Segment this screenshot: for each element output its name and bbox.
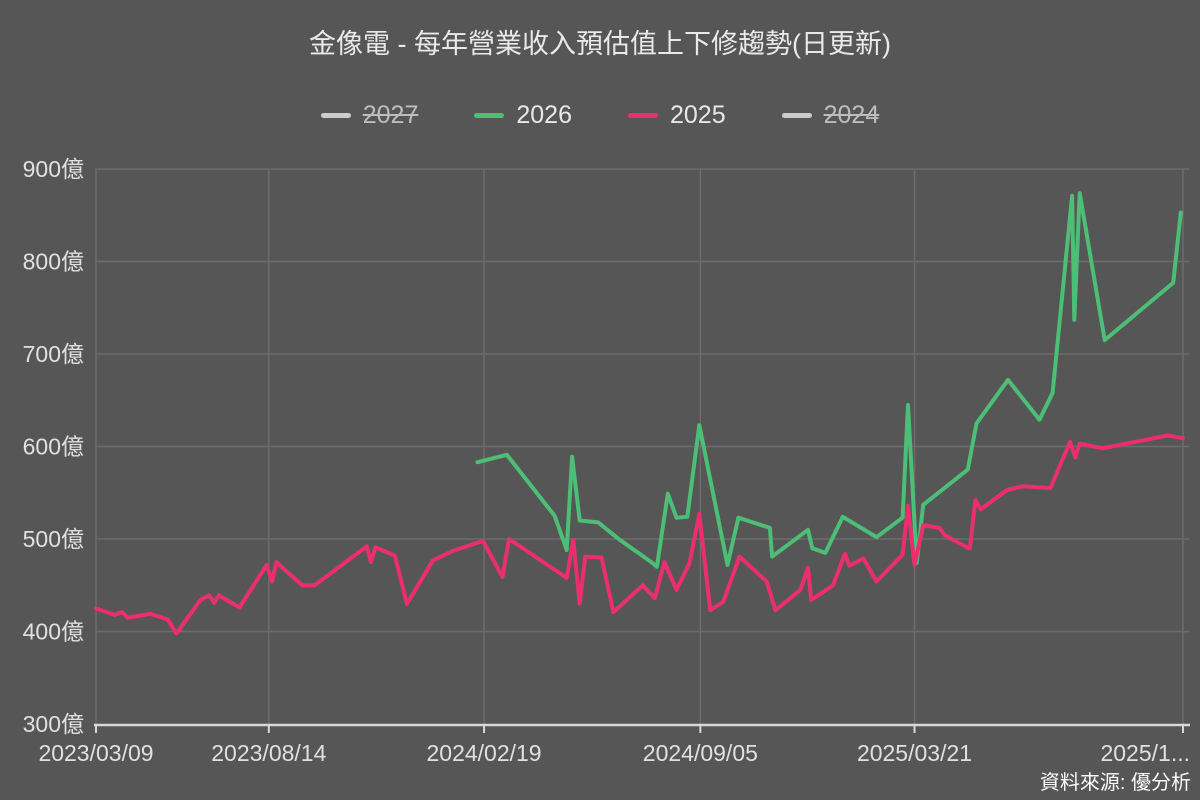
legend-swatch-2024 xyxy=(781,113,812,118)
y-axis-label: 300億 xyxy=(23,711,84,737)
series-line-2025[interactable] xyxy=(94,433,1185,636)
legend-swatch-2025 xyxy=(628,113,658,118)
legend-swatch-2027 xyxy=(320,113,351,118)
legend-item-2025[interactable]: 2025 xyxy=(628,103,726,128)
chart-legend: 2027 2026 2025 2024 xyxy=(0,103,1200,128)
y-axis-label: 500億 xyxy=(23,526,84,552)
y-axis-label: 600億 xyxy=(23,434,84,460)
x-axis-label: 2025/03/21 xyxy=(857,740,972,766)
legend-swatch-2026 xyxy=(474,113,505,118)
x-axis-label: 2023/03/09 xyxy=(38,740,153,766)
y-axis-label: 900億 xyxy=(23,156,84,182)
series-line-2026[interactable] xyxy=(475,191,1183,569)
x-axis-label: 2025/1... xyxy=(1100,740,1190,766)
legend-item-2024[interactable]: 2024 xyxy=(781,101,880,129)
legend-label-2026: 2026 xyxy=(516,101,572,129)
legend-label-2027: 2027 xyxy=(362,101,419,129)
legend-label-2024: 2024 xyxy=(823,101,880,129)
y-axis-label: 800億 xyxy=(23,249,84,275)
x-axis-label: 2024/02/19 xyxy=(426,740,541,766)
x-axis-label: 2023/08/14 xyxy=(211,740,326,766)
legend-item-2027[interactable]: 2027 xyxy=(320,101,419,129)
legend-item-2026[interactable]: 2026 xyxy=(474,103,572,128)
legend-label-2025: 2025 xyxy=(670,101,726,129)
x-axis-label: 2024/09/05 xyxy=(643,740,758,766)
y-axis-label: 700億 xyxy=(23,341,84,367)
data-source-caption: 資料來源: 優分析 xyxy=(1039,772,1191,794)
y-axis-label: 400億 xyxy=(23,619,84,645)
chart-title: 金像電 - 每年營業收入預估值上下修趨勢(日更新) xyxy=(309,29,891,59)
